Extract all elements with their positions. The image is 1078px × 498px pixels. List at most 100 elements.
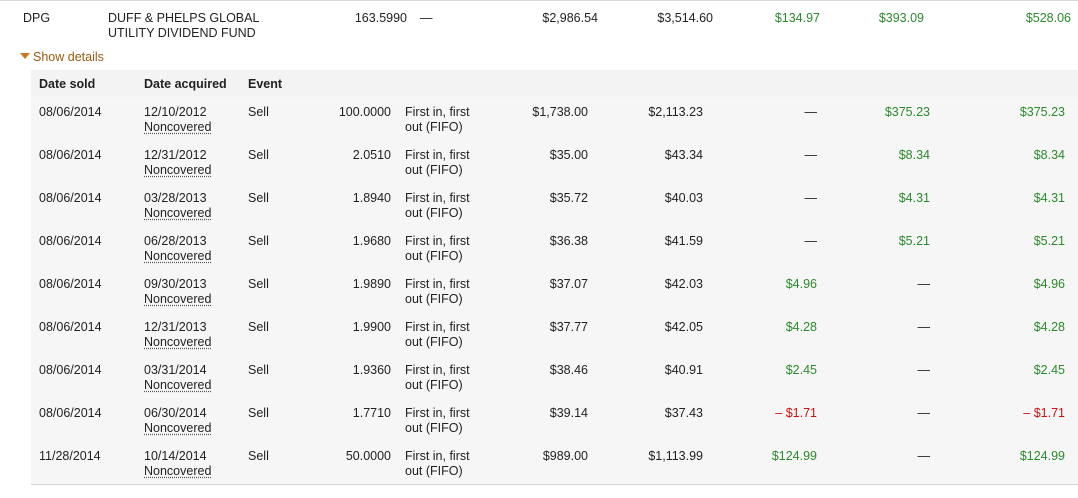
lot-date-acquired: 03/28/2013 bbox=[144, 191, 207, 205]
lot-event: Sell bbox=[248, 277, 269, 291]
lot-method-line2: out (FIFO) bbox=[405, 249, 463, 263]
lot-long-term-gain: $5.21 bbox=[898, 234, 930, 248]
lot-short-term-gain: — bbox=[804, 191, 818, 205]
lot-cost-basis: $37.43 bbox=[664, 406, 703, 420]
lot-row: 08/06/2014 06/30/2014 Noncovered Sell 1.7710… bbox=[31, 398, 1078, 442]
lot-date-sold: 11/28/2014 bbox=[39, 449, 101, 463]
position-row: DPG DUFF & PHELPS GLOBAL UTILITY DIVIDEN… bbox=[0, 0, 1078, 47]
lot-date-acquired: 09/30/2013 bbox=[144, 277, 207, 291]
lot-date-acquired: 12/31/2013 bbox=[144, 320, 207, 334]
lot-coverage[interactable]: Noncovered bbox=[144, 292, 212, 306]
lot-short-term-gain: — bbox=[804, 234, 818, 248]
position-cost-basis: $3,514.60 bbox=[657, 11, 713, 25]
lot-cost-basis: $42.05 bbox=[664, 320, 703, 334]
lot-long-term-gain: $375.23 bbox=[884, 105, 930, 119]
lot-short-term-gain: — bbox=[804, 105, 818, 119]
lot-coverage[interactable]: Noncovered bbox=[144, 163, 212, 177]
lot-short-term-gain: $4.28 bbox=[785, 320, 817, 334]
lot-method-line1: First in, first bbox=[405, 449, 470, 463]
lot-cost-basis: $40.91 bbox=[664, 363, 703, 377]
lot-proceeds: $36.38 bbox=[549, 234, 588, 248]
lot-proceeds: $35.72 bbox=[549, 191, 588, 205]
symbol: DPG bbox=[23, 11, 51, 25]
lot-row: 08/06/2014 12/31/2012 Noncovered Sell 2.0510… bbox=[31, 140, 1078, 184]
lot-proceeds: $39.14 bbox=[549, 406, 588, 420]
lot-short-term-gain: $4.96 bbox=[785, 277, 817, 291]
lot-method-line1: First in, first bbox=[405, 105, 470, 119]
position-proceeds: $2,986.54 bbox=[542, 11, 598, 25]
lot-method-line1: First in, first bbox=[405, 363, 470, 377]
lot-quantity: 1.9680 bbox=[352, 234, 391, 248]
lot-total-gain: – $1.71 bbox=[1023, 406, 1065, 420]
lot-quantity: 1.9890 bbox=[352, 277, 391, 291]
lot-long-term-gain: — bbox=[917, 449, 931, 463]
lot-short-term-gain: — bbox=[804, 148, 818, 162]
lot-method-line1: First in, first bbox=[405, 406, 470, 420]
lot-row: 08/06/2014 03/28/2013 Noncovered Sell 1.8940… bbox=[31, 183, 1078, 227]
lot-cost-basis: $40.03 bbox=[664, 191, 703, 205]
lot-long-term-gain: $4.31 bbox=[898, 191, 930, 205]
lot-total-gain: $4.96 bbox=[1033, 277, 1065, 291]
lot-proceeds: $989.00 bbox=[542, 449, 588, 463]
lot-row: 08/06/2014 12/31/2013 Noncovered Sell 1.9900… bbox=[31, 312, 1078, 356]
lot-cost-basis: $1,113.99 bbox=[648, 449, 703, 463]
lot-total-gain: $124.99 bbox=[1019, 449, 1065, 463]
lot-details-panel: Date sold Date acquired Event 08/06/2014… bbox=[31, 70, 1078, 498]
lot-short-term-gain: $2.45 bbox=[785, 363, 817, 377]
lot-method-line2: out (FIFO) bbox=[405, 464, 463, 478]
lot-long-term-gain: — bbox=[917, 406, 931, 420]
lot-event: Sell bbox=[248, 234, 269, 248]
lot-date-acquired: 12/10/2012 bbox=[144, 105, 207, 119]
lot-proceeds: $38.46 bbox=[549, 363, 588, 377]
lot-coverage[interactable]: Noncovered bbox=[144, 378, 212, 392]
lot-event: Sell bbox=[248, 148, 269, 162]
lot-date-sold: 08/06/2014 bbox=[39, 148, 102, 162]
show-details-toggle[interactable]: Show details bbox=[20, 50, 104, 64]
lot-method-line1: First in, first bbox=[405, 234, 470, 248]
lot-event: Sell bbox=[248, 449, 269, 463]
lot-quantity: 1.8940 bbox=[352, 191, 391, 205]
lot-quantity: 100.0000 bbox=[338, 105, 391, 119]
lot-event: Sell bbox=[248, 191, 269, 205]
lot-method-line1: First in, first bbox=[405, 191, 470, 205]
position-long-term-gain: $393.09 bbox=[878, 11, 924, 25]
lot-method-line2: out (FIFO) bbox=[405, 120, 463, 134]
lot-coverage[interactable]: Noncovered bbox=[144, 335, 212, 349]
lot-method-line2: out (FIFO) bbox=[405, 335, 463, 349]
lot-date-sold: 08/06/2014 bbox=[39, 277, 102, 291]
lot-method-line2: out (FIFO) bbox=[405, 206, 463, 220]
lot-coverage[interactable]: Noncovered bbox=[144, 120, 212, 134]
lot-coverage[interactable]: Noncovered bbox=[144, 464, 212, 478]
lot-date-sold: 08/06/2014 bbox=[39, 406, 102, 420]
lot-total-gain: $2.45 bbox=[1033, 363, 1065, 377]
lot-quantity: 50.0000 bbox=[345, 449, 391, 463]
lot-date-sold: 08/06/2014 bbox=[39, 363, 102, 377]
lot-long-term-gain: $8.34 bbox=[898, 148, 930, 162]
position-quantity: 163.5990 bbox=[354, 11, 407, 25]
lot-date-acquired: 10/14/2014 bbox=[144, 449, 207, 463]
lot-coverage[interactable]: Noncovered bbox=[144, 421, 212, 435]
lot-row: 11/28/2014 10/14/2014 Noncovered Sell 50.000… bbox=[31, 441, 1078, 485]
lot-row: 08/06/2014 09/30/2013 Noncovered Sell 1.9890… bbox=[31, 269, 1078, 313]
lot-cost-basis: $2,113.23 bbox=[648, 105, 703, 119]
lot-date-acquired: 12/31/2012 bbox=[144, 148, 207, 162]
lot-date-sold: 08/06/2014 bbox=[39, 234, 102, 248]
lot-event: Sell bbox=[248, 105, 269, 119]
lot-coverage[interactable]: Noncovered bbox=[144, 249, 212, 263]
header-event: Event bbox=[248, 77, 283, 91]
show-details-label: Show details bbox=[33, 50, 104, 64]
lot-total-gain: $8.34 bbox=[1033, 148, 1065, 162]
lot-method-line1: First in, first bbox=[405, 148, 470, 162]
lot-method-line2: out (FIFO) bbox=[405, 292, 463, 306]
lot-event: Sell bbox=[248, 363, 269, 377]
lot-short-term-gain: $124.99 bbox=[771, 449, 817, 463]
header-date-acquired: Date acquired bbox=[144, 77, 227, 91]
position-total-gain: $528.06 bbox=[1025, 11, 1071, 25]
lot-coverage[interactable]: Noncovered bbox=[144, 206, 212, 220]
lot-total-gain: $375.23 bbox=[1019, 105, 1065, 119]
lot-method-line2: out (FIFO) bbox=[405, 163, 463, 177]
security-name-line2: UTILITY DIVIDEND FUND bbox=[108, 26, 256, 40]
lot-long-term-gain: — bbox=[917, 277, 931, 291]
caret-down-icon bbox=[20, 53, 30, 59]
lot-date-sold: 08/06/2014 bbox=[39, 105, 102, 119]
